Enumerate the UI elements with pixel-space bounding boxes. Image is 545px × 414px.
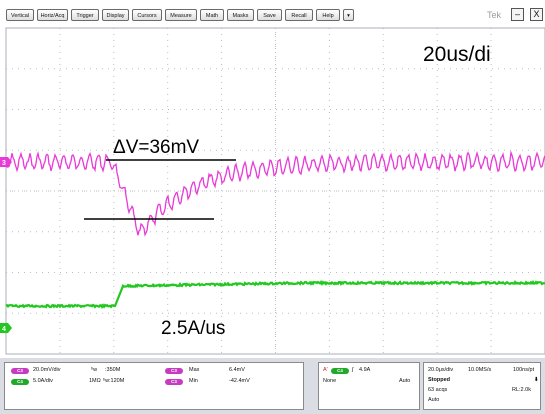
ch4-bandwidth: :120M: [109, 378, 125, 384]
acq-timebase: 20.0μs/div: [428, 367, 454, 373]
acq-resolution: 100ns/pt: [513, 367, 535, 373]
acq-sample-rate: 10.0MS/s: [468, 367, 492, 373]
menu-button-horiz-acq[interactable]: Horiz/Acq: [37, 9, 68, 21]
graticule-border: [5, 27, 545, 355]
trigger-level: 4.9A: [359, 367, 371, 373]
ch3-badge[interactable]: C3: [11, 368, 29, 374]
meas1-label: Max: [189, 367, 200, 373]
ch4-waveform: [5, 279, 545, 310]
menu-bar: Vertical Horiz/Acq Trigger Display Cursors Me…: [0, 0, 545, 22]
ch4-coupling: 1MΩ: [89, 378, 101, 384]
ch3-bw-icon: ᵇw: [91, 367, 98, 373]
waveform-graticule: 34: [0, 27, 545, 355]
ch4-marker-label: 4: [2, 326, 6, 333]
ch3-bandwidth: :350M: [105, 367, 121, 373]
meas2-badge[interactable]: C3: [165, 379, 183, 385]
delta-v-annotation: ΔV=36mV: [113, 137, 200, 158]
window-title: Tek: [487, 10, 502, 20]
ch3-waveform: [5, 150, 545, 237]
slew-rate-annotation: 2.5A/us: [161, 318, 226, 339]
minimize-icon[interactable]: –: [511, 8, 524, 21]
menu-button-masks[interactable]: Masks: [227, 9, 254, 21]
acq-state: Stopped: [428, 377, 450, 383]
menu-dropdown-icon[interactable]: ▾: [343, 9, 354, 21]
trigger-source-label: A': [323, 367, 328, 373]
close-icon[interactable]: X: [530, 8, 543, 21]
trigger-coupling: None: [323, 378, 337, 384]
ch3-ground-marker: [0, 157, 12, 167]
meas2-label: Min: [189, 378, 198, 384]
acq-mode: Auto: [428, 397, 440, 403]
meas2-value: -42.4mV: [229, 378, 250, 384]
trigger-badge[interactable]: C4: [331, 368, 349, 374]
menu-button-math[interactable]: Math: [200, 9, 224, 21]
meas1-badge[interactable]: C3: [165, 368, 183, 374]
single-seq-icon: ⬇: [534, 377, 539, 383]
menu-button-measure[interactable]: Measure: [165, 9, 197, 21]
ch3-scale: 20.0mV/div: [33, 367, 61, 373]
acq-count: 63 acqs: [428, 387, 448, 393]
channel-panel[interactable]: C3 20.0mV/div ᵇw :350M C4 5.0A/div 1MΩ ᵇ…: [4, 362, 304, 410]
record-length: RL:2.0k: [512, 387, 531, 393]
acquisition-panel[interactable]: 20.0μs/div 10.0MS/s 100ns/pt Stopped ⬇ 6…: [423, 362, 541, 410]
ch4-badge[interactable]: C4: [11, 379, 29, 385]
menu-button-cursors[interactable]: Cursors: [132, 9, 162, 21]
trigger-mode: Auto: [399, 378, 411, 384]
menu-button-recall[interactable]: Recall: [285, 9, 313, 21]
trigger-panel[interactable]: A' C4 ∫ 4.9A None Auto: [318, 362, 420, 410]
ch4-ground-marker: [0, 323, 12, 333]
ch4-scale: 5.0A/div: [33, 378, 53, 384]
menu-button-vertical[interactable]: Vertical: [6, 9, 34, 21]
status-bar: C3 20.0mV/div ᵇw :350M C4 5.0A/div 1MΩ ᵇ…: [0, 358, 545, 414]
trigger-slope-icon: ∫: [352, 367, 354, 373]
menu-button-trigger[interactable]: Trigger: [71, 9, 99, 21]
menu-button-help[interactable]: Help: [316, 9, 340, 21]
ch3-marker-label: 3: [2, 160, 6, 167]
ch4-bw-icon: ᵇw: [103, 378, 110, 384]
meas1-value: 6.4mV: [229, 367, 245, 373]
menu-button-display[interactable]: Display: [102, 9, 129, 21]
menu-button-save[interactable]: Save: [257, 9, 282, 21]
timebase-annotation: 20us/di: [423, 43, 491, 66]
